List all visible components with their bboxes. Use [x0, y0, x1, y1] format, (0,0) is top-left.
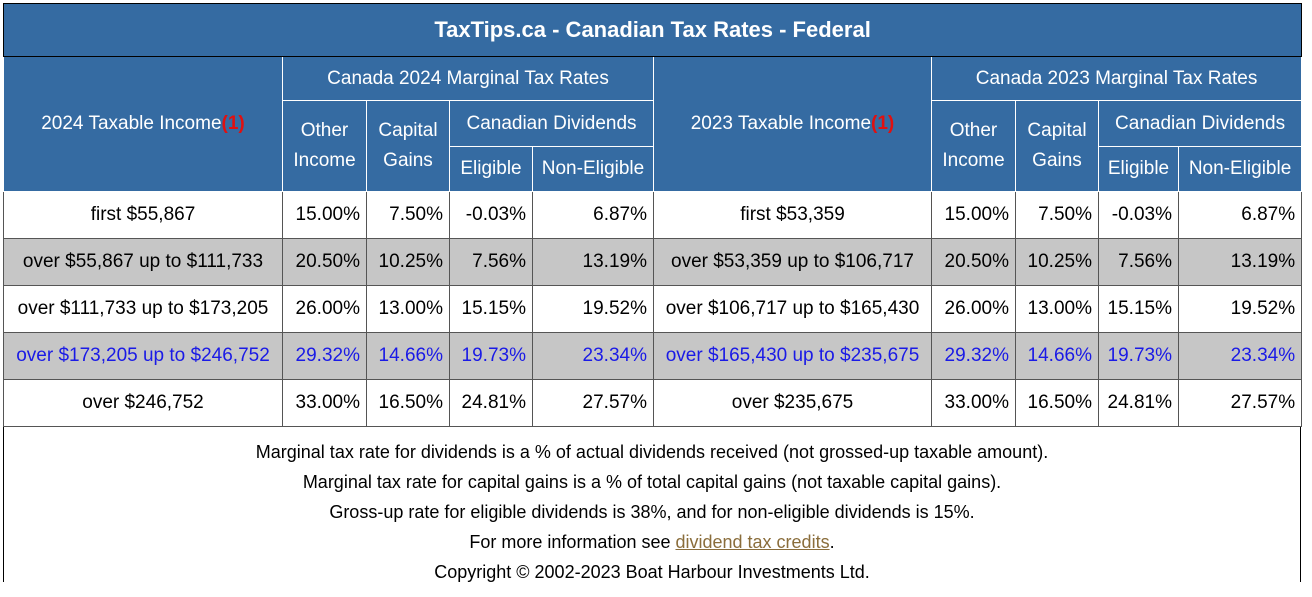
other-income-2024-cell: 33.00% [282, 379, 367, 427]
capital-gains-2023-cell: 10.25% [1015, 238, 1099, 286]
eligible-2024-cell: -0.03% [449, 191, 533, 239]
dividends-2023-header: Canadian Dividends [1097, 100, 1303, 147]
group-2024-header: Canada 2024 Marginal Tax Rates [282, 56, 654, 101]
table-row: over $246,752 33.00% 16.50% 24.81% 27.57… [3, 379, 1303, 427]
income-2023-header: 2023 Taxable Income(1) [653, 56, 932, 192]
other-income-2024-line2: Income [293, 150, 356, 171]
income-2023-cell: over $165,430 up to $235,675 [653, 332, 932, 380]
capital-gains-2024-header: Capital Gains [366, 100, 450, 192]
income-2024-cell: over $173,205 up to $246,752 [3, 332, 283, 380]
other-income-2023-cell: 33.00% [931, 379, 1016, 427]
group-2023-header: Canada 2023 Marginal Tax Rates [930, 56, 1303, 101]
copyright: Copyright © 2002-2023 Boat Harbour Inves… [434, 562, 870, 582]
footnote-ref-2023: (1) [871, 113, 895, 134]
non-eligible-2023-cell: 13.19% [1177, 238, 1303, 286]
capital-gains-2024-cell: 16.50% [366, 379, 450, 427]
income-2023-cell: over $235,675 [653, 379, 932, 427]
capital-gains-2024-cell: 10.25% [366, 238, 450, 286]
eligible-2023-cell: -0.03% [1098, 191, 1179, 239]
other-income-2023-header: Other Income [931, 100, 1016, 192]
income-2024-cell: first $55,867 [3, 191, 283, 239]
capital-gains-2024-line2: Gains [383, 150, 433, 171]
capital-gains-2023-cell: 14.66% [1015, 332, 1099, 380]
income-2023-label: 2023 Taxable Income [690, 113, 872, 134]
income-2024-cell: over $55,867 up to $111,733 [3, 238, 283, 286]
income-2023-cell: over $53,359 up to $106,717 [653, 238, 932, 286]
income-2024-label: 2024 Taxable Income [41, 113, 222, 134]
footnote-ref-2024: (1) [221, 113, 245, 134]
income-2024-header: 2024 Taxable Income(1) [3, 56, 283, 192]
other-income-2024-header: Other Income [282, 100, 367, 192]
non-eligible-2023-cell: 6.87% [1177, 191, 1303, 239]
income-2023-cell: first $53,359 [653, 191, 932, 239]
non-eligible-2023-cell: 23.34% [1177, 332, 1303, 380]
eligible-2024-cell: 24.81% [449, 379, 533, 427]
other-income-2023-cell: 20.50% [931, 238, 1016, 286]
non-eligible-2023-cell: 19.52% [1177, 285, 1303, 333]
capital-gains-2023-cell: 16.50% [1015, 379, 1099, 427]
other-income-2024-cell: 15.00% [282, 191, 367, 239]
eligible-2024-cell: 15.15% [449, 285, 533, 333]
capital-gains-2023-line2: Gains [1032, 150, 1082, 171]
other-income-2023-cell: 26.00% [931, 285, 1016, 333]
tax-rates-table: TaxTips.ca - Canadian Tax Rates - Federa… [2, 3, 1303, 427]
tax-rates-panel: TaxTips.ca - Canadian Tax Rates - Federa… [2, 3, 1303, 582]
note-more-info-prefix: For more information see [469, 532, 676, 552]
eligible-2023-cell: 7.56% [1098, 238, 1179, 286]
non-eligible-2023-header: Non-Eligible [1177, 146, 1303, 192]
table-row: first $55,867 15.00% 7.50% -0.03% 6.87% … [3, 191, 1303, 239]
dividend-tax-credits-link[interactable]: dividend tax credits [675, 532, 830, 552]
income-2024-cell: over $246,752 [3, 379, 283, 427]
non-eligible-2024-header: Non-Eligible [532, 146, 654, 192]
capital-gains-2023-cell: 13.00% [1015, 285, 1099, 333]
eligible-2023-cell: 15.15% [1098, 285, 1179, 333]
footnotes: Marginal tax rate for dividends is a % o… [3, 427, 1301, 582]
capital-gains-2023-line1: Capital [1027, 120, 1087, 141]
eligible-2023-header: Eligible [1098, 146, 1179, 192]
note-more-info-suffix: . [829, 532, 835, 552]
eligible-2024-cell: 19.73% [449, 332, 533, 380]
other-income-2024-cell: 29.32% [282, 332, 367, 380]
other-income-2023-cell: 29.32% [931, 332, 1016, 380]
tax-bracket-rows: first $55,867 15.00% 7.50% -0.03% 6.87% … [3, 191, 1303, 427]
note-more-info: For more information see dividend tax cr… [4, 527, 1300, 557]
eligible-2024-cell: 7.56% [449, 238, 533, 286]
note-dividends: Marginal tax rate for dividends is a % o… [255, 442, 1049, 462]
capital-gains-2024-line1: Capital [378, 120, 438, 141]
non-eligible-2024-cell: 13.19% [532, 238, 654, 286]
income-2024-cell: over $111,733 up to $173,205 [3, 285, 283, 333]
other-income-2024-line1: Other [300, 120, 349, 141]
eligible-2024-header: Eligible [449, 146, 533, 192]
other-income-2024-cell: 20.50% [282, 238, 367, 286]
eligible-2023-cell: 24.81% [1098, 379, 1179, 427]
income-2023-cell: over $106,717 up to $165,430 [653, 285, 932, 333]
note-capital-gains: Marginal tax rate for capital gains is a… [302, 472, 1002, 492]
table-row: over $55,867 up to $111,733 20.50% 10.25… [3, 238, 1303, 286]
other-income-2024-cell: 26.00% [282, 285, 367, 333]
other-income-2023-cell: 15.00% [931, 191, 1016, 239]
non-eligible-2024-cell: 27.57% [532, 379, 654, 427]
note-gross-up: Gross-up rate for eligible dividends is … [329, 502, 975, 522]
other-income-2023-line1: Other [949, 120, 998, 141]
non-eligible-2024-cell: 6.87% [532, 191, 654, 239]
table-row: over $111,733 up to $173,205 26.00% 13.0… [3, 285, 1303, 333]
non-eligible-2024-cell: 23.34% [532, 332, 654, 380]
capital-gains-2024-cell: 14.66% [366, 332, 450, 380]
non-eligible-2023-cell: 27.57% [1177, 379, 1303, 427]
capital-gains-2024-cell: 7.50% [366, 191, 450, 239]
capital-gains-2024-cell: 13.00% [366, 285, 450, 333]
page-title: TaxTips.ca - Canadian Tax Rates - Federa… [2, 3, 1303, 57]
table-row-highlighted: over $173,205 up to $246,752 29.32% 14.6… [3, 332, 1303, 380]
eligible-2023-cell: 19.73% [1098, 332, 1179, 380]
non-eligible-2024-cell: 19.52% [532, 285, 654, 333]
capital-gains-2023-cell: 7.50% [1015, 191, 1099, 239]
capital-gains-2023-header: Capital Gains [1015, 100, 1099, 192]
other-income-2023-line2: Income [942, 150, 1005, 171]
dividends-2024-header: Canadian Dividends [449, 100, 654, 147]
